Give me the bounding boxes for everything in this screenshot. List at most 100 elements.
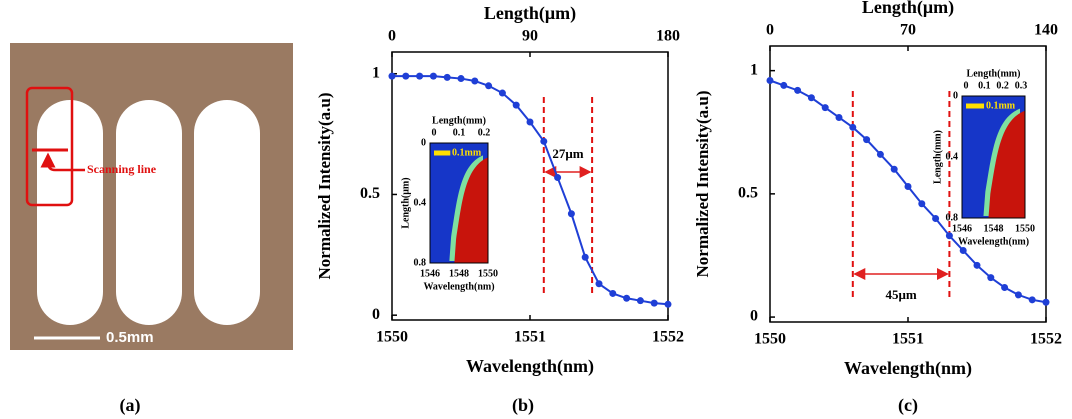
point (918, 200, 926, 208)
point (595, 280, 603, 288)
scale-label: 0.5mm (106, 329, 154, 346)
y-axis-title: Normalized Intensity(a.u) (315, 93, 334, 280)
point (849, 123, 857, 131)
inset-bottom-tick: 1548 (449, 268, 469, 279)
inset-y-title: Length(mm) (932, 130, 943, 184)
inset-bottom-tick: 1550 (1015, 223, 1035, 234)
x2-tick-label: 0 (388, 28, 396, 45)
heatmap-hot (988, 110, 1025, 218)
trench (37, 100, 103, 325)
point (863, 136, 871, 144)
pointer-arrow (40, 152, 85, 172)
point (526, 118, 534, 126)
point (890, 165, 898, 173)
inset-y-tick: 0 (421, 137, 426, 148)
point (443, 73, 451, 81)
inset-y-title: Length(μm) (400, 177, 411, 228)
span-label: 27μm (552, 146, 583, 161)
point (429, 72, 437, 80)
x2-axis-title: Length(μm) (484, 3, 576, 24)
inset-top-tick: 0.1 (453, 127, 466, 138)
inset-title: Length(mm) (967, 68, 1021, 79)
point (904, 182, 912, 190)
inset-bottom-tick: 1548 (984, 223, 1004, 234)
point (636, 297, 644, 305)
x2-tick-label: 140 (1034, 22, 1058, 39)
point (780, 81, 788, 89)
point (664, 300, 672, 308)
inset-y-tick: 0.4 (414, 197, 427, 208)
inset-top-tick: 0.2 (996, 80, 1009, 91)
x-tick-label: 1550 (376, 329, 408, 346)
marker-label: 0.1mm (452, 147, 482, 158)
point (973, 261, 981, 269)
point (987, 274, 995, 282)
point (821, 104, 829, 112)
point (554, 174, 562, 182)
y-tick-label: 1 (372, 64, 380, 81)
y-tick-label: 0 (750, 308, 758, 325)
y-axis-title: Normalized Intensity(a.u) (693, 91, 712, 278)
point (623, 294, 631, 302)
x-tick-label: 1551 (892, 331, 924, 348)
inset-bottom-tick: 1550 (478, 268, 498, 279)
point (807, 94, 815, 102)
point (835, 113, 843, 121)
point (540, 137, 548, 145)
x-tick-label: 1552 (652, 329, 684, 346)
inset-top-tick: 0 (432, 127, 437, 138)
point (471, 77, 479, 85)
x-tick-label: 1550 (754, 331, 786, 348)
point (1014, 291, 1022, 299)
panel-label: (b) (512, 395, 534, 416)
point (567, 210, 575, 218)
point (932, 215, 940, 222)
point (485, 82, 493, 90)
span-label: 45μm (885, 287, 916, 302)
x2-tick-label: 180 (656, 28, 680, 45)
y-tick-label: 1 (750, 61, 758, 78)
x2-axis-title: Length(μm) (862, 0, 954, 18)
inset-x-title: Wavelength(nm) (958, 236, 1029, 247)
trench (116, 100, 182, 325)
y-tick-label: 0.5 (360, 185, 380, 202)
inset-y-tick: 0.4 (946, 151, 959, 162)
point (650, 299, 658, 307)
point (945, 232, 953, 240)
point (512, 101, 520, 109)
x-axis-title: Wavelength(nm) (466, 356, 594, 377)
point (581, 253, 589, 261)
point (876, 150, 884, 158)
point (609, 289, 617, 297)
x2-tick-label: 90 (522, 28, 538, 45)
x-tick-label: 1552 (1030, 331, 1062, 348)
inset-y-tick: 0.8 (414, 257, 427, 268)
scan-box (25, 86, 74, 207)
inset-top-tick: 0.2 (478, 127, 491, 138)
marker-label: 0.1mm (986, 100, 1016, 111)
inset-bottom-tick: 1546 (952, 223, 972, 234)
inset-x-title: Wavelength(nm) (423, 281, 494, 292)
inset-bottom-tick: 1546 (420, 268, 440, 279)
x2-tick-label: 70 (900, 22, 916, 39)
trench (194, 100, 260, 325)
y-tick-label: 0 (372, 306, 380, 323)
panel-label: (a) (120, 395, 141, 416)
inset-frame (961, 95, 1026, 219)
point (959, 247, 967, 255)
photo-panel: Scanning line 0.5mm (10, 43, 293, 350)
point (1042, 298, 1050, 306)
point (1028, 296, 1036, 304)
point (416, 72, 424, 80)
heatmap-hot (454, 157, 488, 263)
annotation: Scanning line (87, 162, 157, 176)
x-tick-label: 1551 (514, 329, 546, 346)
point (457, 75, 465, 83)
panel-label: (c) (898, 395, 918, 416)
y-tick-label: 0.5 (738, 185, 758, 202)
point (1001, 284, 1009, 291)
point (402, 72, 410, 80)
